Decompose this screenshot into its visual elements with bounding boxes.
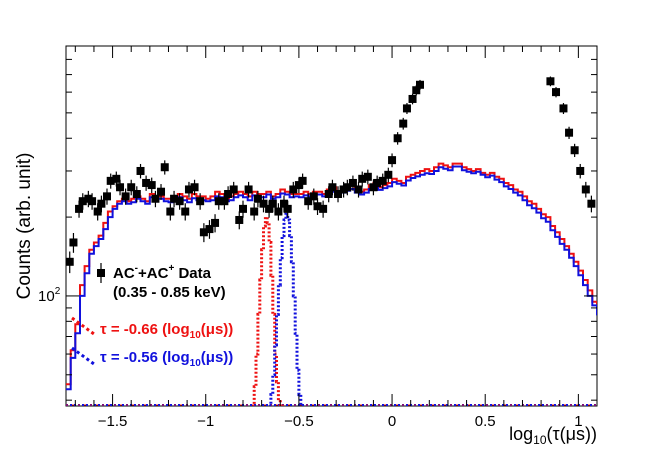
data-point: [121, 188, 130, 205]
data-point: [88, 193, 97, 210]
legend-data-marker: [97, 263, 105, 283]
data-point: [546, 76, 555, 87]
data-point: [229, 181, 238, 198]
x-tick-label: 1: [574, 413, 582, 430]
data-point: [142, 175, 151, 191]
data-point: [552, 87, 561, 98]
x-tick-label: 0.5: [475, 413, 496, 430]
data-point: [175, 193, 184, 210]
x-tick-label: −0.5: [284, 413, 314, 430]
data-point: [309, 188, 318, 205]
data-point: [160, 160, 169, 175]
data-point: [416, 79, 424, 90]
data-point: [235, 211, 244, 230]
legend-data-range: (0.35 - 0.85 keV): [113, 284, 226, 301]
x-tick-label: 0: [388, 413, 396, 430]
data-point: [205, 220, 214, 239]
data-point: [97, 195, 106, 213]
data-point: [157, 184, 166, 200]
data-point: [132, 186, 141, 203]
data-point: [559, 103, 568, 115]
data-point: [304, 193, 313, 210]
data-point: [334, 186, 343, 203]
legend-red-swatch: [71, 316, 95, 336]
data-point: [190, 179, 199, 196]
data-point: [127, 179, 136, 196]
data-point: [348, 175, 357, 191]
data-point: [166, 203, 175, 221]
axes-layer: −1.5 −1 −0.5 0 0.5 1 102: [38, 45, 598, 430]
data-point: [363, 169, 372, 185]
data-point: [274, 203, 283, 221]
data-point: [319, 200, 328, 218]
data-point: [313, 198, 322, 216]
legend-data-label: AC-+AC+ Data: [113, 263, 212, 282]
data-point: [151, 190, 160, 208]
data-point: [106, 173, 115, 189]
peak-red: [252, 215, 284, 406]
data-point: [199, 223, 208, 243]
data-point: [259, 195, 268, 213]
data-point: [136, 163, 145, 179]
legend: AC-+AC+ Data (0.35 - 0.85 keV) τ = -0.66…: [71, 263, 233, 369]
data-point: [565, 126, 574, 139]
data-point: [170, 190, 179, 208]
data-point: [196, 193, 205, 210]
x-tick-label: −1: [197, 413, 214, 430]
data-point: [184, 181, 193, 198]
data-point: [343, 179, 352, 196]
data-point: [393, 132, 402, 145]
data-point: [373, 175, 382, 191]
data-point: [214, 193, 223, 210]
data-point: [211, 214, 220, 233]
series-layer: [66, 76, 597, 406]
data-point: [378, 173, 387, 189]
y-axis-title: Counts (arb. unit): [14, 153, 35, 300]
data-point: [581, 181, 590, 198]
peak-blue: [269, 212, 305, 406]
legend-blue-label: τ = -0.56 (log10(μs)): [100, 349, 233, 369]
x-tick-label: −1.5: [98, 413, 128, 430]
data-point: [268, 195, 277, 213]
data-point: [78, 193, 87, 210]
data-point: [283, 200, 292, 218]
data-point: [239, 200, 247, 218]
data-point: [408, 93, 417, 105]
data-point: [147, 177, 156, 194]
data-point: [116, 179, 125, 196]
data-point: [384, 167, 393, 183]
data-point: [102, 188, 111, 205]
data-point: [224, 186, 233, 203]
y-tick-label: 102: [38, 286, 61, 305]
legend-blue-swatch: [71, 346, 95, 366]
data-point: [289, 181, 298, 198]
data-point: [244, 181, 253, 198]
data-point: [250, 203, 259, 221]
data-point: [576, 163, 585, 179]
data-point: [402, 103, 411, 115]
data-point: [587, 195, 596, 213]
data-point: [358, 171, 367, 187]
data-point: [388, 153, 397, 168]
data-point: [66, 251, 74, 274]
data-point: [253, 190, 262, 208]
data-point: [354, 181, 363, 198]
data-point: [69, 232, 78, 253]
legend-red-label: τ = -0.66 (log10(μs)): [100, 321, 233, 341]
histogram-tau=-0.56: [66, 165, 597, 391]
data-point: [328, 179, 337, 196]
data-point: [298, 173, 307, 189]
x-axis-title: log10(τ(μs)): [509, 424, 597, 447]
data-point: [181, 203, 190, 221]
data-point: [570, 143, 579, 158]
data-point: [399, 117, 408, 130]
